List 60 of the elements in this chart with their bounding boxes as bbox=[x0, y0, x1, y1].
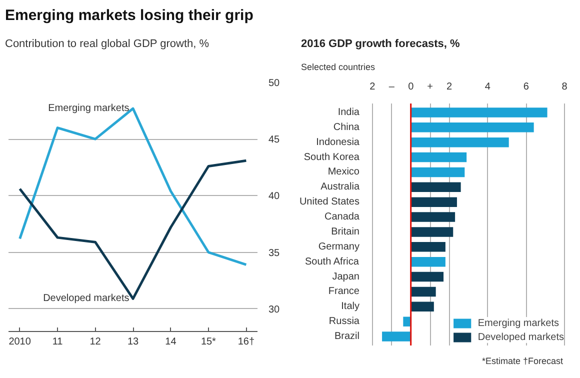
bar bbox=[410, 197, 457, 207]
bar bbox=[410, 227, 454, 237]
x-tick-label: 11 bbox=[52, 336, 64, 348]
x-tick-label: 0 bbox=[408, 82, 414, 92]
y-tick-label: Japan bbox=[332, 271, 360, 282]
y-tick-label: Indonesia bbox=[316, 136, 360, 148]
bar bbox=[410, 182, 461, 192]
y-tick-label: Germany bbox=[318, 241, 360, 252]
bar bbox=[410, 256, 446, 267]
x-tick-label: 16† bbox=[238, 336, 255, 348]
y-tick-label: 40 bbox=[268, 191, 280, 202]
y-tick-label: 30 bbox=[268, 304, 280, 316]
bar bbox=[410, 302, 434, 312]
y-tick-label: Mexico bbox=[328, 166, 360, 178]
x-tick-label: 14 bbox=[165, 336, 177, 348]
legend-label: Emerging markets bbox=[478, 318, 559, 328]
x-tick-label: 6 bbox=[523, 82, 530, 92]
x-tick-label: 4 bbox=[484, 82, 491, 92]
y-tick-label: 35 bbox=[268, 248, 280, 259]
x-tick-label: 2010 bbox=[8, 336, 32, 348]
chart-title: Emerging markets losing their grip bbox=[5, 6, 254, 26]
y-tick-label: United States bbox=[299, 196, 360, 208]
x-tick-label: + bbox=[427, 82, 434, 92]
x-tick-label: – bbox=[388, 82, 395, 92]
y-tick-label: Italy bbox=[341, 301, 360, 312]
text: *Estimate †Forecast bbox=[482, 355, 563, 368]
bar bbox=[410, 122, 534, 132]
y-tick-label: India bbox=[338, 106, 360, 118]
x-tick-label: 12 bbox=[90, 336, 102, 348]
chart-subtitle: Selected countries bbox=[301, 61, 376, 74]
bar bbox=[410, 137, 509, 148]
x-tick-label: 2 bbox=[446, 82, 453, 92]
y-tick-label: China bbox=[333, 122, 360, 133]
y-tick-label: 50 bbox=[268, 78, 280, 89]
bar bbox=[410, 167, 465, 178]
bar bbox=[410, 242, 446, 252]
legend-label: Developed markets bbox=[478, 332, 564, 342]
series-label: Emerging markets bbox=[48, 103, 130, 114]
y-tick-label: South Africa bbox=[305, 256, 360, 268]
x-tick-label: 8 bbox=[562, 82, 568, 92]
y-tick-label: Russia bbox=[328, 316, 360, 328]
y-tick-label: Australia bbox=[320, 182, 360, 193]
y-tick-label: France bbox=[328, 286, 360, 298]
bar bbox=[410, 108, 548, 118]
y-tick-label: Canada bbox=[324, 212, 360, 223]
chart-title: 2016 GDP growth forecasts, % bbox=[301, 37, 460, 52]
y-tick-label: South Korea bbox=[304, 152, 360, 163]
bar bbox=[410, 152, 467, 162]
bar bbox=[410, 272, 444, 282]
y-tick-label: Brazil bbox=[334, 331, 360, 342]
x-tick-label: 13 bbox=[127, 336, 139, 348]
x-tick-label: 2 bbox=[370, 82, 376, 92]
bar bbox=[410, 286, 436, 297]
x-tick-label: 15* bbox=[200, 336, 216, 348]
bar bbox=[410, 212, 456, 222]
series-label: Developed markets bbox=[43, 293, 130, 304]
y-tick-label: Britain bbox=[331, 226, 360, 238]
y-tick-label: 45 bbox=[268, 134, 280, 146]
chart-subtitle: Contribution to real global GDP growth, % bbox=[5, 37, 210, 52]
bar bbox=[382, 332, 411, 342]
